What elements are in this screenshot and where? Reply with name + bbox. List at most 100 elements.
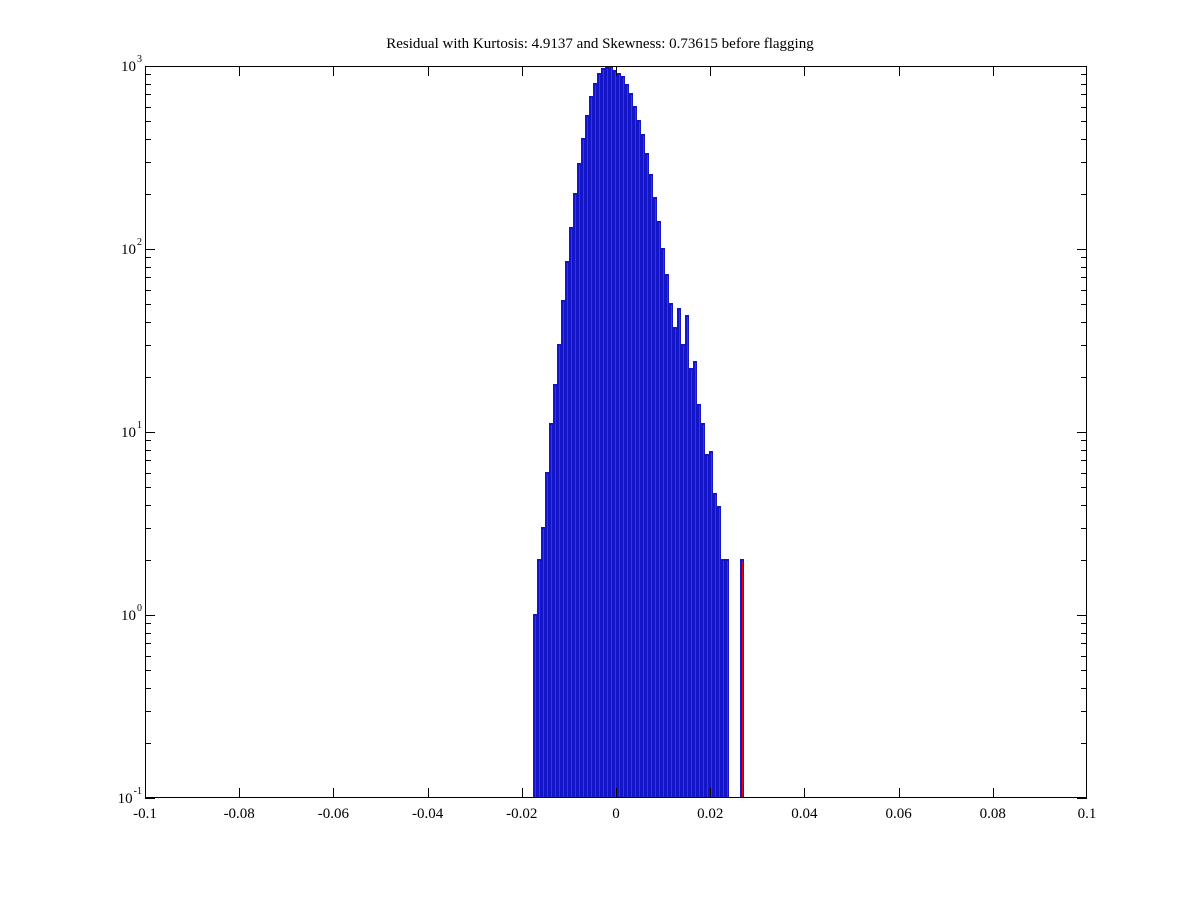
y-minor-tick-mark-right bbox=[1081, 460, 1087, 462]
histogram-bar bbox=[536, 558, 541, 797]
histogram-bar bbox=[596, 73, 601, 797]
x-tick-label: 0.04 bbox=[791, 806, 818, 822]
y-minor-tick-mark-right bbox=[1081, 106, 1087, 108]
histogram-bar bbox=[652, 197, 657, 797]
y-minor-tick-mark-right bbox=[1081, 121, 1087, 123]
y-minor-tick-mark bbox=[145, 632, 151, 634]
y-minor-tick-mark-right bbox=[1081, 83, 1087, 85]
y-minor-tick-mark-right bbox=[1081, 289, 1087, 291]
y-tick-exponent: 2 bbox=[137, 237, 142, 248]
y-minor-tick-mark-right bbox=[1081, 527, 1087, 529]
histogram-bar bbox=[568, 227, 573, 797]
y-minor-tick-mark bbox=[145, 742, 151, 744]
histogram-bar bbox=[656, 221, 661, 797]
y-minor-tick-mark bbox=[145, 687, 151, 689]
y-tick-mantissa: 10 bbox=[117, 791, 133, 807]
y-minor-tick-mark bbox=[145, 266, 151, 268]
histogram-bar bbox=[628, 93, 633, 797]
histogram-bar bbox=[696, 404, 701, 797]
y-minor-tick-mark-right bbox=[1081, 559, 1087, 561]
y-minor-tick-mark-right bbox=[1081, 440, 1087, 442]
y-minor-tick-mark bbox=[145, 376, 151, 378]
histogram-bar bbox=[644, 153, 649, 797]
y-minor-tick-mark-right bbox=[1081, 257, 1087, 259]
histogram-bar bbox=[632, 105, 637, 797]
histogram-bar bbox=[604, 67, 609, 797]
histogram-bar bbox=[580, 137, 585, 797]
y-tick-exponent: 0 bbox=[137, 603, 142, 614]
y-tick-mark-right bbox=[1077, 432, 1087, 433]
y-minor-tick-mark bbox=[145, 670, 151, 672]
histogram-bar bbox=[552, 384, 557, 797]
histogram-bar bbox=[636, 120, 641, 797]
y-minor-tick-mark-right bbox=[1081, 138, 1087, 140]
histogram-bar bbox=[620, 76, 625, 797]
y-minor-tick-mark-right bbox=[1081, 161, 1087, 163]
histogram-bar bbox=[572, 192, 577, 797]
y-minor-tick-mark-right bbox=[1081, 321, 1087, 323]
y-minor-tick-mark bbox=[145, 344, 151, 346]
y-tick-label: 100 bbox=[121, 604, 142, 624]
histogram-bar bbox=[584, 115, 589, 797]
y-axis-tick-labels: 103 102 101 100 10-1 bbox=[108, 0, 142, 900]
x-tick-mark-top bbox=[521, 66, 523, 76]
y-minor-tick-mark bbox=[145, 121, 151, 123]
y-minor-tick-mark bbox=[145, 83, 151, 85]
y-tick-mark-right bbox=[1077, 615, 1087, 616]
y-tick-mantissa: 10 bbox=[121, 242, 136, 258]
y-minor-tick-mark bbox=[145, 472, 151, 474]
histogram-bar bbox=[556, 343, 561, 797]
y-tick-mantissa: 10 bbox=[121, 425, 136, 441]
y-minor-tick-mark bbox=[145, 193, 151, 195]
y-minor-tick-mark bbox=[145, 277, 151, 279]
x-tick-mark-top bbox=[992, 66, 994, 76]
histogram-bar bbox=[716, 505, 721, 797]
y-minor-tick-mark-right bbox=[1081, 643, 1087, 645]
y-minor-tick-mark bbox=[145, 623, 151, 625]
x-tick-mark bbox=[427, 788, 429, 798]
x-tick-mark bbox=[333, 788, 335, 798]
histogram-bar bbox=[624, 83, 629, 797]
histogram-bar bbox=[700, 423, 705, 797]
y-minor-tick-mark-right bbox=[1081, 266, 1087, 268]
y-minor-tick-mark bbox=[145, 559, 151, 561]
y-tick-label: 103 bbox=[121, 55, 142, 75]
y-tick-mark bbox=[145, 615, 155, 616]
histogram-bar bbox=[600, 68, 605, 797]
histogram-bar bbox=[704, 453, 709, 797]
x-tick-mark bbox=[710, 788, 712, 798]
x-tick-mark bbox=[992, 788, 994, 798]
y-minor-tick-mark-right bbox=[1081, 742, 1087, 744]
y-minor-tick-mark bbox=[145, 655, 151, 657]
histogram-bar bbox=[668, 303, 673, 797]
y-tick-mark bbox=[145, 66, 155, 67]
y-minor-tick-mark bbox=[145, 94, 151, 96]
y-minor-tick-mark-right bbox=[1081, 304, 1087, 306]
y-minor-tick-mark bbox=[145, 504, 151, 506]
x-tick-mark-top bbox=[804, 66, 806, 76]
y-tick-mark-right bbox=[1077, 249, 1087, 250]
y-minor-tick-mark bbox=[145, 440, 151, 442]
y-tick-mark-right bbox=[1077, 66, 1087, 67]
y-minor-tick-mark-right bbox=[1081, 74, 1087, 76]
histogram-bar bbox=[739, 558, 744, 797]
y-tick-mark bbox=[145, 432, 155, 433]
x-tick-mark bbox=[616, 788, 617, 798]
histogram-bar bbox=[532, 614, 537, 797]
x-tick-mark-top bbox=[898, 66, 900, 76]
chart-title: Residual with Kurtosis: 4.9137 and Skewn… bbox=[386, 36, 814, 52]
y-tick-exponent: -1 bbox=[133, 786, 142, 797]
histogram-bar bbox=[720, 558, 725, 797]
histogram-bar bbox=[680, 343, 685, 797]
x-tick-label: -0.08 bbox=[223, 806, 255, 822]
y-minor-tick-mark bbox=[145, 460, 151, 462]
y-minor-tick-mark-right bbox=[1081, 655, 1087, 657]
x-tick-label: -0.04 bbox=[411, 806, 444, 822]
y-minor-tick-mark-right bbox=[1081, 193, 1087, 195]
y-minor-tick-mark bbox=[145, 449, 151, 451]
histogram-bar bbox=[560, 299, 565, 797]
y-minor-tick-mark-right bbox=[1081, 710, 1087, 712]
histogram-bar bbox=[592, 82, 597, 797]
plot-area bbox=[145, 66, 1087, 798]
histogram-bar bbox=[692, 361, 697, 797]
